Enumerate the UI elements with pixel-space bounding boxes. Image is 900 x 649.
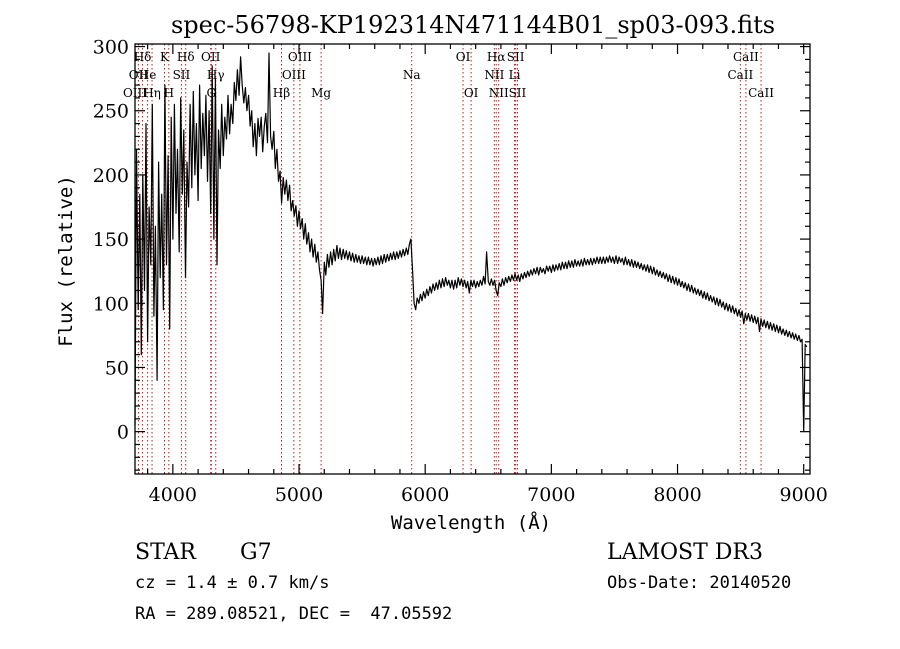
line-marker-label: Na bbox=[403, 68, 421, 82]
object-class: STAR bbox=[135, 540, 197, 565]
x-tick-label: 5000 bbox=[275, 484, 323, 506]
x-tick-label: 8000 bbox=[653, 484, 701, 506]
axis-ticks: 4000 5000 6000 7000 8000 9000 0 50 100 150 200 250 3… bbox=[93, 37, 828, 506]
line-marker-label: H bbox=[164, 86, 174, 100]
line-marker-label: Hγ bbox=[207, 68, 225, 82]
x-tick-label: 4000 bbox=[149, 484, 197, 506]
line-marker-label: NII bbox=[489, 86, 509, 100]
coords-text: RA = 289.08521, DEC = 47.05592 bbox=[135, 604, 452, 624]
line-marker-label: Hδ bbox=[177, 50, 195, 64]
line-marker-label: CaII bbox=[748, 86, 774, 100]
line-marker-label: Hα bbox=[487, 50, 506, 64]
y-tick-label: 200 bbox=[93, 165, 129, 187]
redshift-text: cz = 1.4 ± 0.7 km/s bbox=[135, 573, 329, 593]
chart-title: spec-56798-KP192314N471144B01_sp03-093.f… bbox=[171, 11, 775, 39]
object-subclass: G7 bbox=[240, 540, 272, 565]
line-marker-label: OIII bbox=[282, 68, 306, 82]
obs-date-text: Obs-Date: 20140520 bbox=[607, 573, 791, 593]
line-marker-label: SII bbox=[507, 50, 525, 64]
line-marker-label: CaII bbox=[727, 68, 753, 82]
y-tick-label: 300 bbox=[93, 37, 129, 59]
y-axis-label: Flux (relative) bbox=[55, 175, 77, 347]
line-marker-label: OIII bbox=[288, 50, 312, 64]
plot-frame bbox=[134, 43, 811, 475]
spectrum-line bbox=[134, 52, 808, 433]
x-axis-label: Wavelength (Å) bbox=[391, 511, 551, 534]
y-tick-label: 100 bbox=[93, 293, 129, 315]
line-marker-label: Mg bbox=[311, 86, 331, 100]
line-marker-label: SII bbox=[509, 86, 527, 100]
line-marker-label: OI bbox=[464, 86, 479, 100]
y-tick-label: 50 bbox=[105, 357, 129, 379]
x-tick-label: 9000 bbox=[780, 484, 828, 506]
line-marker-label: OII bbox=[129, 68, 149, 82]
line-marker-label: He bbox=[139, 68, 157, 82]
y-tick-label: 150 bbox=[93, 229, 129, 251]
line-marker-label: Hδ bbox=[134, 50, 152, 64]
y-tick-label: 250 bbox=[93, 101, 129, 123]
line-marker-label: SII bbox=[173, 68, 191, 82]
line-marker-label: Hη bbox=[143, 86, 161, 100]
line-marker-label: OI bbox=[456, 50, 471, 64]
survey-name: LAMOST DR3 bbox=[607, 540, 763, 565]
x-tick-label: 6000 bbox=[401, 484, 449, 506]
line-marker-label: NII bbox=[484, 68, 504, 82]
line-marker-label: K bbox=[160, 50, 170, 64]
line-marker-label: Li bbox=[509, 68, 521, 82]
line-marker-label: OII bbox=[201, 50, 221, 64]
line-marker-label: CaII bbox=[733, 50, 759, 64]
line-marker-label: Hβ bbox=[273, 86, 290, 100]
x-tick-label: 7000 bbox=[527, 484, 575, 506]
y-tick-label: 0 bbox=[117, 422, 129, 444]
